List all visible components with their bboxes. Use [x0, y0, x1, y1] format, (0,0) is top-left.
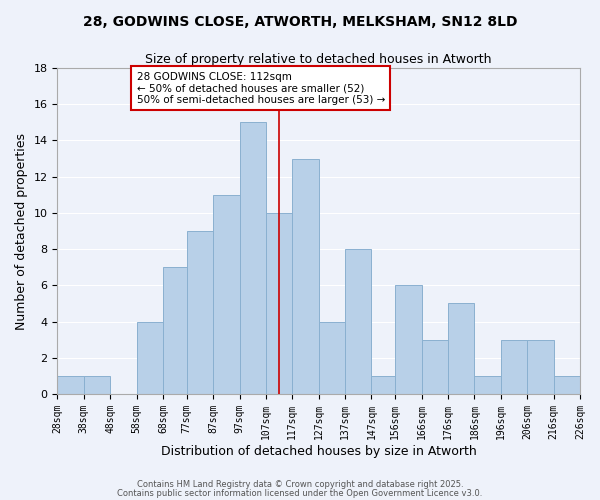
Bar	[84, 376, 110, 394]
Bar	[137, 322, 163, 394]
Bar	[395, 286, 422, 394]
Y-axis label: Number of detached properties: Number of detached properties	[15, 132, 28, 330]
Bar	[163, 267, 187, 394]
Bar	[371, 376, 395, 394]
X-axis label: Distribution of detached houses by size in Atworth: Distribution of detached houses by size …	[161, 444, 476, 458]
Bar	[266, 213, 292, 394]
Text: Contains public sector information licensed under the Open Government Licence v3: Contains public sector information licen…	[118, 489, 482, 498]
Bar	[527, 340, 554, 394]
Bar	[475, 376, 501, 394]
Bar	[448, 304, 475, 394]
Bar	[345, 249, 371, 394]
Bar	[292, 158, 319, 394]
Bar	[213, 195, 239, 394]
Text: 28, GODWINS CLOSE, ATWORTH, MELKSHAM, SN12 8LD: 28, GODWINS CLOSE, ATWORTH, MELKSHAM, SN…	[83, 15, 517, 29]
Bar	[422, 340, 448, 394]
Title: Size of property relative to detached houses in Atworth: Size of property relative to detached ho…	[145, 52, 492, 66]
Bar	[501, 340, 527, 394]
Bar	[239, 122, 266, 394]
Bar	[187, 231, 213, 394]
Text: Contains HM Land Registry data © Crown copyright and database right 2025.: Contains HM Land Registry data © Crown c…	[137, 480, 463, 489]
Bar	[319, 322, 345, 394]
Bar	[58, 376, 84, 394]
Text: 28 GODWINS CLOSE: 112sqm
← 50% of detached houses are smaller (52)
50% of semi-d: 28 GODWINS CLOSE: 112sqm ← 50% of detach…	[137, 72, 385, 105]
Bar	[554, 376, 580, 394]
